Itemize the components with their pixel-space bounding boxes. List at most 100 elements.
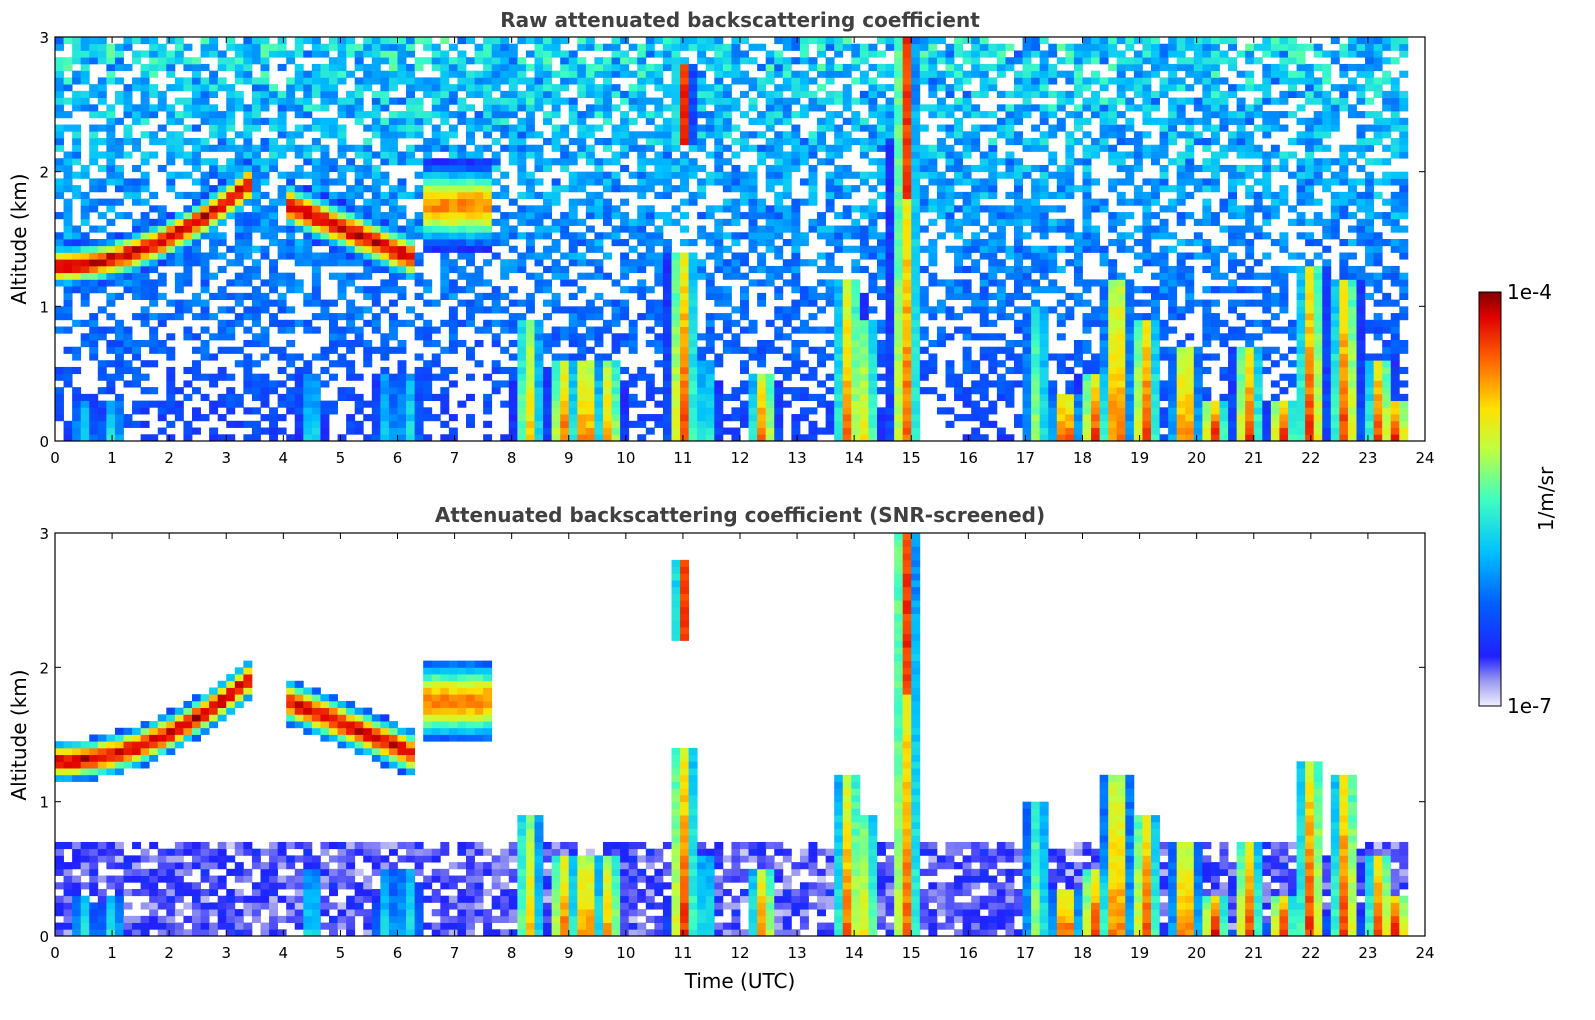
heatmap-cell	[1082, 178, 1092, 186]
heatmap-cell	[603, 380, 612, 388]
heatmap-cell	[560, 84, 570, 92]
heatmap-cell	[620, 252, 630, 260]
heatmap-cell	[894, 360, 904, 368]
heatmap-cell	[149, 259, 159, 267]
heatmap-cell	[303, 245, 313, 253]
heatmap-cell	[303, 198, 313, 206]
heatmap-cell	[491, 138, 501, 146]
heatmap-cell	[508, 366, 518, 375]
heatmap-cell	[234, 313, 244, 321]
heatmap-cell	[269, 144, 279, 152]
heatmap-cell	[423, 138, 433, 146]
heatmap-cell	[200, 326, 210, 334]
heatmap-cell	[688, 138, 698, 146]
heatmap-cell	[200, 286, 210, 294]
heatmap-cell	[106, 265, 116, 274]
heatmap-cell	[269, 97, 279, 105]
heatmap-cell	[962, 387, 972, 395]
heatmap-cell	[72, 131, 82, 139]
heatmap-cell	[714, 57, 724, 65]
heatmap-cell	[671, 124, 681, 132]
heatmap-cell	[637, 373, 647, 381]
heatmap-cell	[217, 117, 227, 125]
heatmap-cell	[834, 434, 844, 442]
heatmap-cell	[859, 313, 869, 321]
heatmap-cell	[380, 420, 390, 428]
heatmap-cell	[671, 205, 681, 213]
heatmap-cell	[534, 353, 544, 361]
heatmap-cell	[80, 252, 90, 260]
heatmap-cell	[226, 144, 236, 152]
heatmap-cell	[714, 360, 724, 368]
heatmap-cell	[166, 400, 176, 408]
heatmap-cell	[388, 380, 398, 388]
heatmap-cell	[226, 191, 236, 199]
heatmap-cell	[525, 178, 535, 186]
heatmap-cell	[543, 414, 553, 422]
heatmap-cell	[954, 279, 964, 287]
heatmap-cell	[525, 131, 535, 139]
heatmap-cell	[902, 259, 912, 267]
heatmap-cell	[1065, 97, 1075, 105]
heatmap-cell	[1056, 97, 1066, 105]
heatmap-cell	[791, 420, 801, 428]
heatmap-cell	[192, 158, 201, 166]
heatmap-cell	[782, 319, 792, 327]
heatmap-cell	[534, 434, 544, 442]
heatmap-cell	[354, 218, 364, 226]
heatmap-cell	[106, 373, 116, 381]
heatmap-cell	[474, 245, 484, 253]
heatmap-cell	[954, 373, 964, 381]
heatmap-cell	[842, 131, 852, 139]
heatmap-cell	[448, 191, 458, 199]
heatmap-cell	[594, 212, 604, 220]
heatmap-cell	[397, 340, 407, 348]
heatmap-cell	[217, 185, 227, 193]
heatmap-cell	[320, 70, 330, 78]
heatmap-cell	[89, 265, 99, 274]
heatmap-cell	[294, 111, 304, 119]
heatmap-cell	[517, 63, 527, 72]
heatmap-cell	[782, 225, 792, 233]
heatmap-cell	[457, 111, 467, 119]
heatmap-cell	[714, 117, 724, 125]
heatmap-cell	[611, 158, 621, 166]
heatmap-cell	[936, 124, 946, 132]
heatmap-cell	[637, 50, 647, 58]
heatmap-cell	[440, 245, 450, 253]
heatmap-cell	[765, 400, 775, 408]
heatmap-cell	[1022, 104, 1032, 112]
heatmap-cell	[662, 185, 672, 193]
heatmap-cell	[877, 353, 886, 361]
heatmap-cell	[842, 340, 852, 348]
heatmap-cell	[406, 158, 416, 166]
heatmap-cell	[329, 326, 338, 334]
heatmap-cell	[919, 57, 929, 65]
heatmap-cell	[106, 124, 116, 132]
heatmap-cell	[748, 104, 758, 112]
heatmap-cell	[106, 50, 116, 58]
heatmap-cell	[688, 420, 698, 428]
heatmap-cell	[577, 380, 587, 388]
heatmap-cell	[140, 265, 150, 274]
heatmap-cell	[1065, 158, 1075, 166]
heatmap-cell	[680, 407, 690, 415]
heatmap-cell	[628, 259, 638, 267]
heatmap-cell	[902, 306, 912, 314]
heatmap-cell	[474, 43, 484, 51]
heatmap-cell	[568, 434, 578, 442]
heatmap-cell	[337, 77, 347, 85]
heatmap-cell	[885, 400, 895, 408]
heatmap-cell	[594, 164, 604, 173]
heatmap-cell	[63, 232, 73, 240]
heatmap-cell	[106, 43, 116, 51]
heatmap-cell	[945, 63, 955, 72]
heatmap-cell	[517, 158, 527, 166]
heatmap-cell	[560, 77, 570, 85]
heatmap-cell	[936, 212, 946, 220]
heatmap-cell	[697, 387, 707, 395]
heatmap-cell	[466, 346, 475, 354]
heatmap-cell	[269, 225, 279, 233]
heatmap-cell	[174, 84, 184, 92]
heatmap-cell	[320, 212, 330, 220]
